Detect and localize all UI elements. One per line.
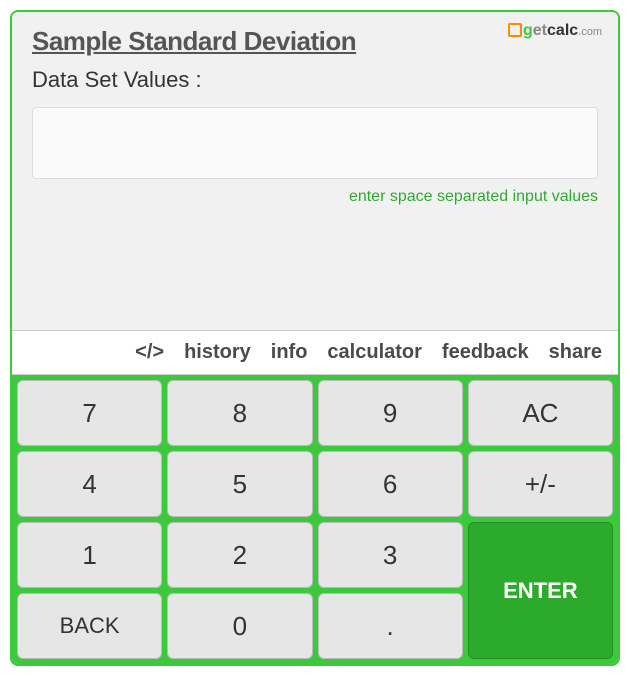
- key-0[interactable]: 0: [167, 593, 312, 659]
- key-back[interactable]: BACK: [17, 593, 162, 659]
- key-ac[interactable]: AC: [468, 380, 613, 446]
- tab-share[interactable]: share: [549, 341, 602, 364]
- key-plus-minus[interactable]: +/-: [468, 451, 613, 517]
- tab-bar: </> history info calculator feedback sha…: [12, 330, 618, 375]
- tab-calculator[interactable]: calculator: [327, 341, 421, 364]
- key-3[interactable]: 3: [318, 522, 463, 588]
- calculator-widget: getcalc.com Sample Standard Deviation Da…: [10, 10, 620, 666]
- key-9[interactable]: 9: [318, 380, 463, 446]
- input-label: Data Set Values :: [32, 67, 598, 93]
- key-dot[interactable]: .: [318, 593, 463, 659]
- key-enter[interactable]: ENTER: [468, 522, 613, 659]
- key-1[interactable]: 1: [17, 522, 162, 588]
- logo-com: .com: [578, 26, 602, 38]
- tab-history[interactable]: history: [184, 341, 251, 364]
- logo-g: g: [523, 22, 533, 39]
- logo-et: et: [533, 22, 547, 39]
- input-hint: enter space separated input values: [32, 188, 598, 206]
- key-6[interactable]: 6: [318, 451, 463, 517]
- keypad: 7 8 9 AC 4 5 6 +/- 1 2 3 ENTER BACK 0 .: [12, 375, 618, 664]
- key-8[interactable]: 8: [167, 380, 312, 446]
- dataset-input[interactable]: [32, 107, 598, 179]
- key-4[interactable]: 4: [17, 451, 162, 517]
- brand-logo: getcalc.com: [508, 22, 602, 40]
- logo-icon: [508, 23, 522, 37]
- tab-feedback[interactable]: feedback: [442, 341, 529, 364]
- key-2[interactable]: 2: [167, 522, 312, 588]
- header-section: getcalc.com Sample Standard Deviation Da…: [12, 12, 618, 330]
- tab-embed[interactable]: </>: [135, 341, 164, 364]
- logo-calc: calc: [547, 22, 578, 39]
- key-7[interactable]: 7: [17, 380, 162, 446]
- tab-info[interactable]: info: [271, 341, 308, 364]
- key-5[interactable]: 5: [167, 451, 312, 517]
